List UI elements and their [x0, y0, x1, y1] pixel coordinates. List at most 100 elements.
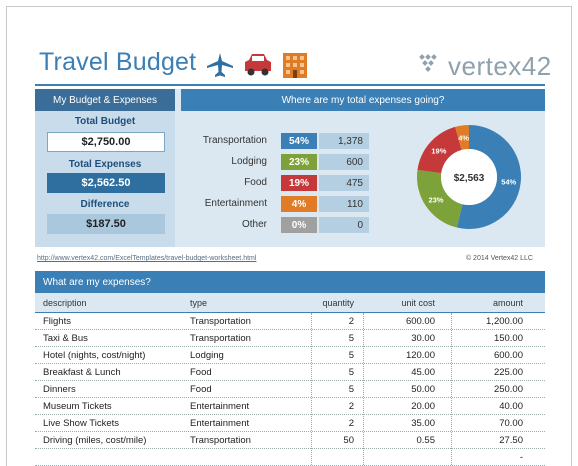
difference-label: Difference: [80, 199, 130, 210]
cell-amount[interactable]: 1,200.00: [486, 316, 523, 327]
cell-type[interactable]: Food: [190, 384, 212, 395]
cell-amount[interactable]: 27.50: [499, 435, 523, 446]
budget-box: Total Budget $2,750.00 Total Expenses $2…: [35, 111, 175, 247]
cell-amount[interactable]: -: [519, 452, 523, 463]
cell-amount[interactable]: 225.00: [493, 367, 523, 378]
cell-unit-cost[interactable]: 50.00: [411, 384, 435, 395]
cell-type[interactable]: Entertainment: [190, 418, 250, 429]
donut-label: 4%: [458, 133, 469, 142]
total-budget-value[interactable]: $2,750.00: [47, 132, 165, 152]
cell-unit-cost[interactable]: 120.00: [405, 350, 435, 361]
cell-description[interactable]: Breakfast & Lunch: [43, 367, 121, 378]
summary-panel: My Budget & Expenses Where are my total …: [35, 89, 545, 247]
cell-unit-cost[interactable]: 45.00: [411, 367, 435, 378]
category-amount: 475: [319, 175, 369, 191]
cell-amount[interactable]: 40.00: [499, 401, 523, 412]
donut-label: 19%: [431, 147, 446, 156]
donut-slice-transportation: [456, 125, 521, 229]
table-row[interactable]: Hotel (nights, cost/night) Lodging 5 120.00…: [35, 347, 545, 364]
category-amount: 600: [319, 154, 369, 170]
cell-description[interactable]: Live Show Tickets: [43, 418, 120, 429]
table-header: description type quantity unit cost amou…: [35, 293, 545, 313]
donut-hole: [441, 149, 497, 205]
expense-donut-chart: 54% 23% 19% 4% $2,563: [417, 125, 521, 229]
total-expenses-label: Total Expenses: [68, 159, 142, 170]
table-row[interactable]: Taxi & Bus Transportation 5 30.00 150.00: [35, 330, 545, 347]
cell-quantity[interactable]: 5: [348, 350, 354, 361]
category-label: Food: [244, 177, 267, 188]
table-row[interactable]: Dinners Food 5 50.00 250.00: [35, 381, 545, 398]
copyright-text: © 2014 Vertex42 LLC: [465, 255, 533, 262]
table-row[interactable]: -: [35, 449, 545, 466]
donut-slice-lodging: [417, 169, 463, 228]
column-header-quantity: quantity: [322, 298, 354, 308]
cell-type[interactable]: Food: [190, 367, 212, 378]
cell-description[interactable]: Taxi & Bus: [43, 333, 88, 344]
source-link[interactable]: http://www.vertex42.com/ExcelTemplates/t…: [37, 255, 257, 262]
cell-description[interactable]: Dinners: [43, 384, 76, 395]
cell-type[interactable]: Transportation: [190, 333, 251, 344]
budget-section-title: My Budget & Expenses: [35, 89, 175, 111]
table-row[interactable]: Museum Tickets Entertainment 2 20.00 40.00: [35, 398, 545, 415]
cell-unit-cost[interactable]: 0.55: [416, 435, 436, 446]
table-row[interactable]: Live Show Tickets Entertainment 2 35.00 70.0…: [35, 415, 545, 432]
distribution-section-title: Where are my total expenses going?: [181, 89, 545, 111]
car-icon: [243, 52, 273, 83]
category-percent: 19%: [281, 175, 317, 191]
category-label: Other: [241, 219, 267, 230]
cell-quantity[interactable]: 50: [343, 435, 354, 446]
table-row[interactable]: Driving (miles, cost/mile) Transportation…: [35, 432, 545, 449]
header-rule: [35, 84, 545, 86]
total-budget-label: Total Budget: [74, 116, 136, 127]
donut-slice-entertainment: [455, 125, 469, 151]
cell-amount[interactable]: 150.00: [493, 333, 523, 344]
vertex42-logo: vertex42: [418, 51, 552, 82]
category-percent: 23%: [281, 154, 317, 170]
brand-name: vertex42: [448, 51, 552, 81]
travel-icons: [205, 51, 309, 84]
cell-unit-cost[interactable]: 35.00: [411, 418, 435, 429]
column-header-amount: amount: [492, 298, 523, 308]
column-header-unit-cost: unit cost: [401, 298, 435, 308]
column-header-type: type: [190, 298, 208, 308]
cell-description[interactable]: Driving (miles, cost/mile): [43, 435, 147, 446]
cell-quantity[interactable]: 5: [348, 384, 354, 395]
cell-type[interactable]: Entertainment: [190, 401, 250, 412]
vertex42-logo-icon: [418, 53, 442, 80]
expenses-section-title: What are my expenses?: [35, 271, 545, 293]
cell-quantity[interactable]: 2: [348, 418, 354, 429]
donut-label: 23%: [428, 196, 443, 205]
cell-type[interactable]: Transportation: [190, 435, 251, 446]
cell-amount[interactable]: 250.00: [493, 384, 523, 395]
cell-amount[interactable]: 70.00: [499, 418, 523, 429]
category-percent: 4%: [281, 196, 317, 212]
column-header-description: description: [43, 298, 87, 308]
table-row[interactable]: Flights Transportation 2 600.00 1,200.00: [35, 313, 545, 330]
category-label: Lodging: [231, 156, 267, 167]
cell-description[interactable]: Flights: [43, 316, 71, 327]
cell-quantity[interactable]: 5: [348, 333, 354, 344]
cell-type[interactable]: Transportation: [190, 316, 251, 327]
cell-unit-cost[interactable]: 30.00: [411, 333, 435, 344]
cell-unit-cost[interactable]: 600.00: [405, 316, 435, 327]
cell-unit-cost[interactable]: 20.00: [411, 401, 435, 412]
donut-label: 54%: [501, 178, 516, 187]
category-percent: 0%: [281, 217, 317, 233]
total-expenses-value: $2,562.50: [47, 173, 165, 193]
cell-quantity[interactable]: 2: [348, 316, 354, 327]
category-amount: 1,378: [319, 133, 369, 149]
cell-description[interactable]: Museum Tickets: [43, 401, 112, 412]
table-row[interactable]: Breakfast & Lunch Food 5 45.00 225.00: [35, 364, 545, 381]
donut-slice-food: [417, 126, 462, 174]
cell-description[interactable]: Hotel (nights, cost/night): [43, 350, 146, 361]
cell-quantity[interactable]: 5: [348, 367, 354, 378]
cell-type[interactable]: Lodging: [190, 350, 224, 361]
category-percent: 54%: [281, 133, 317, 149]
page-title: Travel Budget: [39, 48, 197, 76]
cell-amount[interactable]: 600.00: [493, 350, 523, 361]
category-label: Transportation: [202, 135, 267, 146]
donut-center-label: $2,563: [454, 173, 485, 184]
cell-quantity[interactable]: 2: [348, 401, 354, 412]
column-divider: [451, 313, 452, 466]
category-amount: 0: [319, 217, 369, 233]
